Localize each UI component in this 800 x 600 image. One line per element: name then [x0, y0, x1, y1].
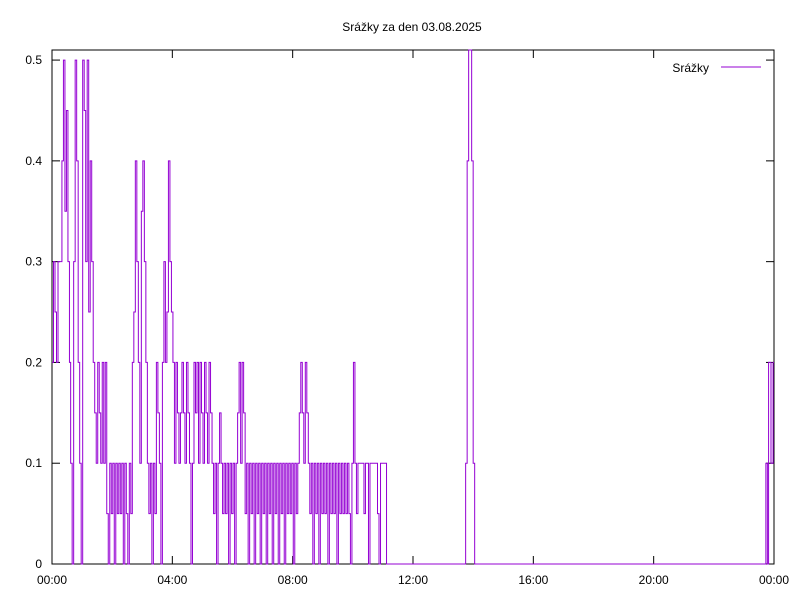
series-line-srazky: [52, 49, 774, 565]
x-axis: 00:00 04:00 08:00 12:00 16:00 20:00 00:00: [37, 50, 789, 587]
y-tick-label: 0: [35, 557, 42, 571]
y-axis: 0 0.1 0.2 0.3 0.4 0.5: [25, 53, 774, 571]
y-tick-label: 0.1: [25, 456, 42, 470]
x-tick-label: 00:00: [37, 573, 67, 587]
legend-label: Srážky: [672, 61, 709, 75]
y-tick-label: 0.5: [25, 53, 42, 67]
x-tick-label: 20:00: [639, 573, 669, 587]
chart-title: Srážky za den 03.08.2025: [342, 20, 482, 34]
x-tick-label: 08:00: [278, 573, 308, 587]
legend: Srážky: [672, 61, 761, 75]
y-tick-label: 0.3: [25, 255, 42, 269]
x-tick-label: 12:00: [398, 573, 428, 587]
x-tick-label: 16:00: [518, 573, 548, 587]
y-tick-label: 0.4: [25, 154, 42, 168]
x-tick-label: 04:00: [157, 573, 187, 587]
plot-frame: [51, 49, 775, 565]
y-tick-label: 0.2: [25, 355, 42, 369]
x-tick-label: 00:00: [759, 573, 789, 587]
